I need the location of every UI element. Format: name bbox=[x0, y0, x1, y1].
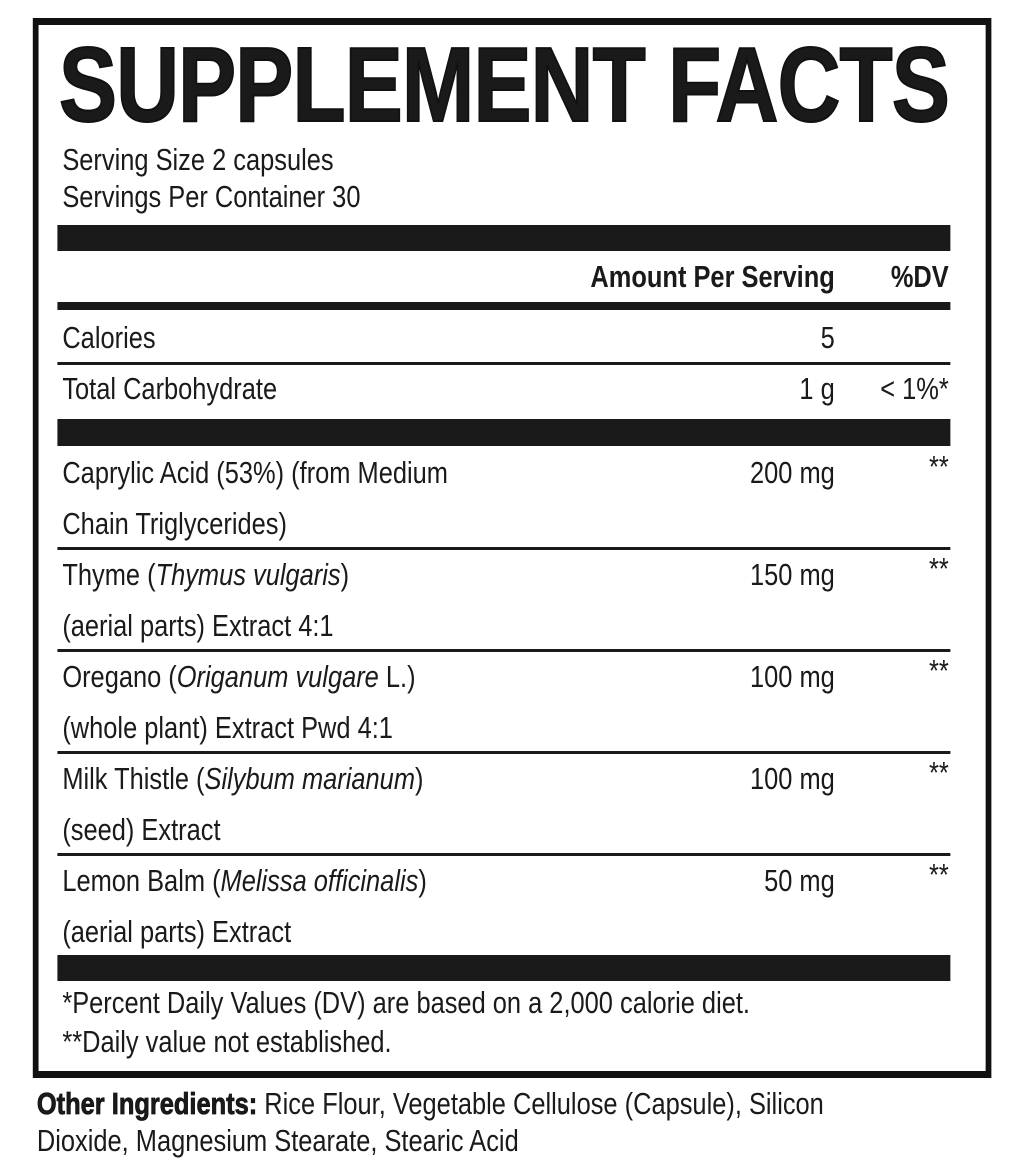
ingredient-dv: ** bbox=[928, 653, 949, 688]
ingredient-name: Thyme (Thymus vulgaris) bbox=[62, 557, 349, 593]
ingredient-name-text: ) bbox=[340, 557, 350, 592]
ingredient-dv: ** bbox=[928, 857, 949, 892]
other-ingredients-line: Other Ingredients: Rice Flour, Vegetable… bbox=[37, 1086, 824, 1122]
label-border bbox=[32, 18, 992, 1078]
label-title: SUPPLEMENT FACTS bbox=[58, 26, 950, 144]
nutrient-amount: 5 bbox=[820, 320, 835, 355]
ingredient-amount: 50 mg bbox=[764, 863, 835, 898]
ingredient-detail: (whole plant) Extract Pwd 4:1 bbox=[62, 710, 393, 745]
divider-thin bbox=[57, 362, 951, 365]
ingredient-detail: Chain Triglycerides) bbox=[62, 506, 287, 541]
ingredient-name-text: Milk Thistle ( bbox=[62, 761, 205, 796]
footnote: *Percent Daily Values (DV) are based on … bbox=[62, 985, 750, 1020]
ingredient-amount: 200 mg bbox=[749, 455, 835, 490]
ingredient-dv: ** bbox=[928, 551, 949, 586]
ingredient-name-text: Thyme ( bbox=[62, 557, 156, 592]
ingredient-dv: ** bbox=[928, 449, 949, 484]
header-amount: Amount Per Serving bbox=[590, 259, 835, 294]
ingredient-detail: (seed) Extract bbox=[62, 812, 221, 847]
ingredient-name-text: ) bbox=[418, 863, 427, 898]
ingredient-latin-name: Silybum marianum bbox=[204, 761, 416, 796]
ingredient-name: Caprylic Acid (53%) (from Medium bbox=[62, 455, 448, 491]
ingredient-amount: 100 mg bbox=[749, 659, 835, 694]
nutrient-dv: < 1%* bbox=[880, 371, 949, 406]
nutrient-amount: 1 g bbox=[799, 371, 835, 406]
ingredient-name: Lemon Balm (Melissa officinalis) bbox=[62, 863, 426, 899]
other-ingredients-text: Dioxide, Magnesium Stearate, Stearic Aci… bbox=[36, 1123, 519, 1158]
ingredient-name: Milk Thistle (Silybum marianum) bbox=[62, 761, 423, 797]
serving-size: Serving Size 2 capsules bbox=[62, 142, 334, 177]
ingredient-latin-name: Melissa officinalis bbox=[220, 863, 419, 898]
ingredient-latin-name: Origanum vulgare bbox=[176, 659, 379, 694]
footnote: **Daily value not established. bbox=[62, 1024, 392, 1059]
nutrient-name: Calories bbox=[62, 320, 156, 355]
ingredient-amount: 150 mg bbox=[749, 557, 835, 592]
divider-thick bbox=[57, 955, 951, 981]
ingredient-detail: (aerial parts) Extract bbox=[62, 914, 292, 949]
ingredient-amount: 100 mg bbox=[749, 761, 835, 796]
ingredient-detail: (aerial parts) Extract 4:1 bbox=[62, 608, 334, 643]
ingredient-name-text: Caprylic Acid (53%) (from Medium bbox=[62, 455, 448, 490]
nutrient-name: Total Carbohydrate bbox=[62, 371, 278, 406]
ingredient-name-text: Lemon Balm ( bbox=[62, 863, 221, 898]
divider-thick bbox=[57, 419, 951, 446]
divider-thin bbox=[57, 649, 951, 652]
divider-medium bbox=[57, 302, 951, 310]
ingredient-dv: ** bbox=[928, 755, 949, 790]
divider-thick bbox=[57, 225, 951, 251]
other-ingredients-label: Other Ingredients: bbox=[36, 1086, 258, 1122]
ingredient-name-text: L.) bbox=[378, 659, 416, 694]
divider-thin bbox=[57, 547, 951, 550]
ingredient-name: Oregano (Origanum vulgare L.) bbox=[62, 659, 415, 695]
servings-per-container: Servings Per Container 30 bbox=[62, 179, 361, 214]
header-dv: %DV bbox=[890, 259, 949, 294]
ingredient-latin-name: Thymus vulgaris bbox=[155, 557, 341, 592]
ingredient-name-text: Oregano ( bbox=[62, 659, 177, 694]
other-ingredients-text: Rice Flour, Vegetable Cellulose (Capsule… bbox=[257, 1086, 824, 1121]
divider-thin bbox=[57, 853, 951, 856]
divider-thin bbox=[57, 751, 951, 754]
ingredient-name-text: ) bbox=[415, 761, 424, 796]
